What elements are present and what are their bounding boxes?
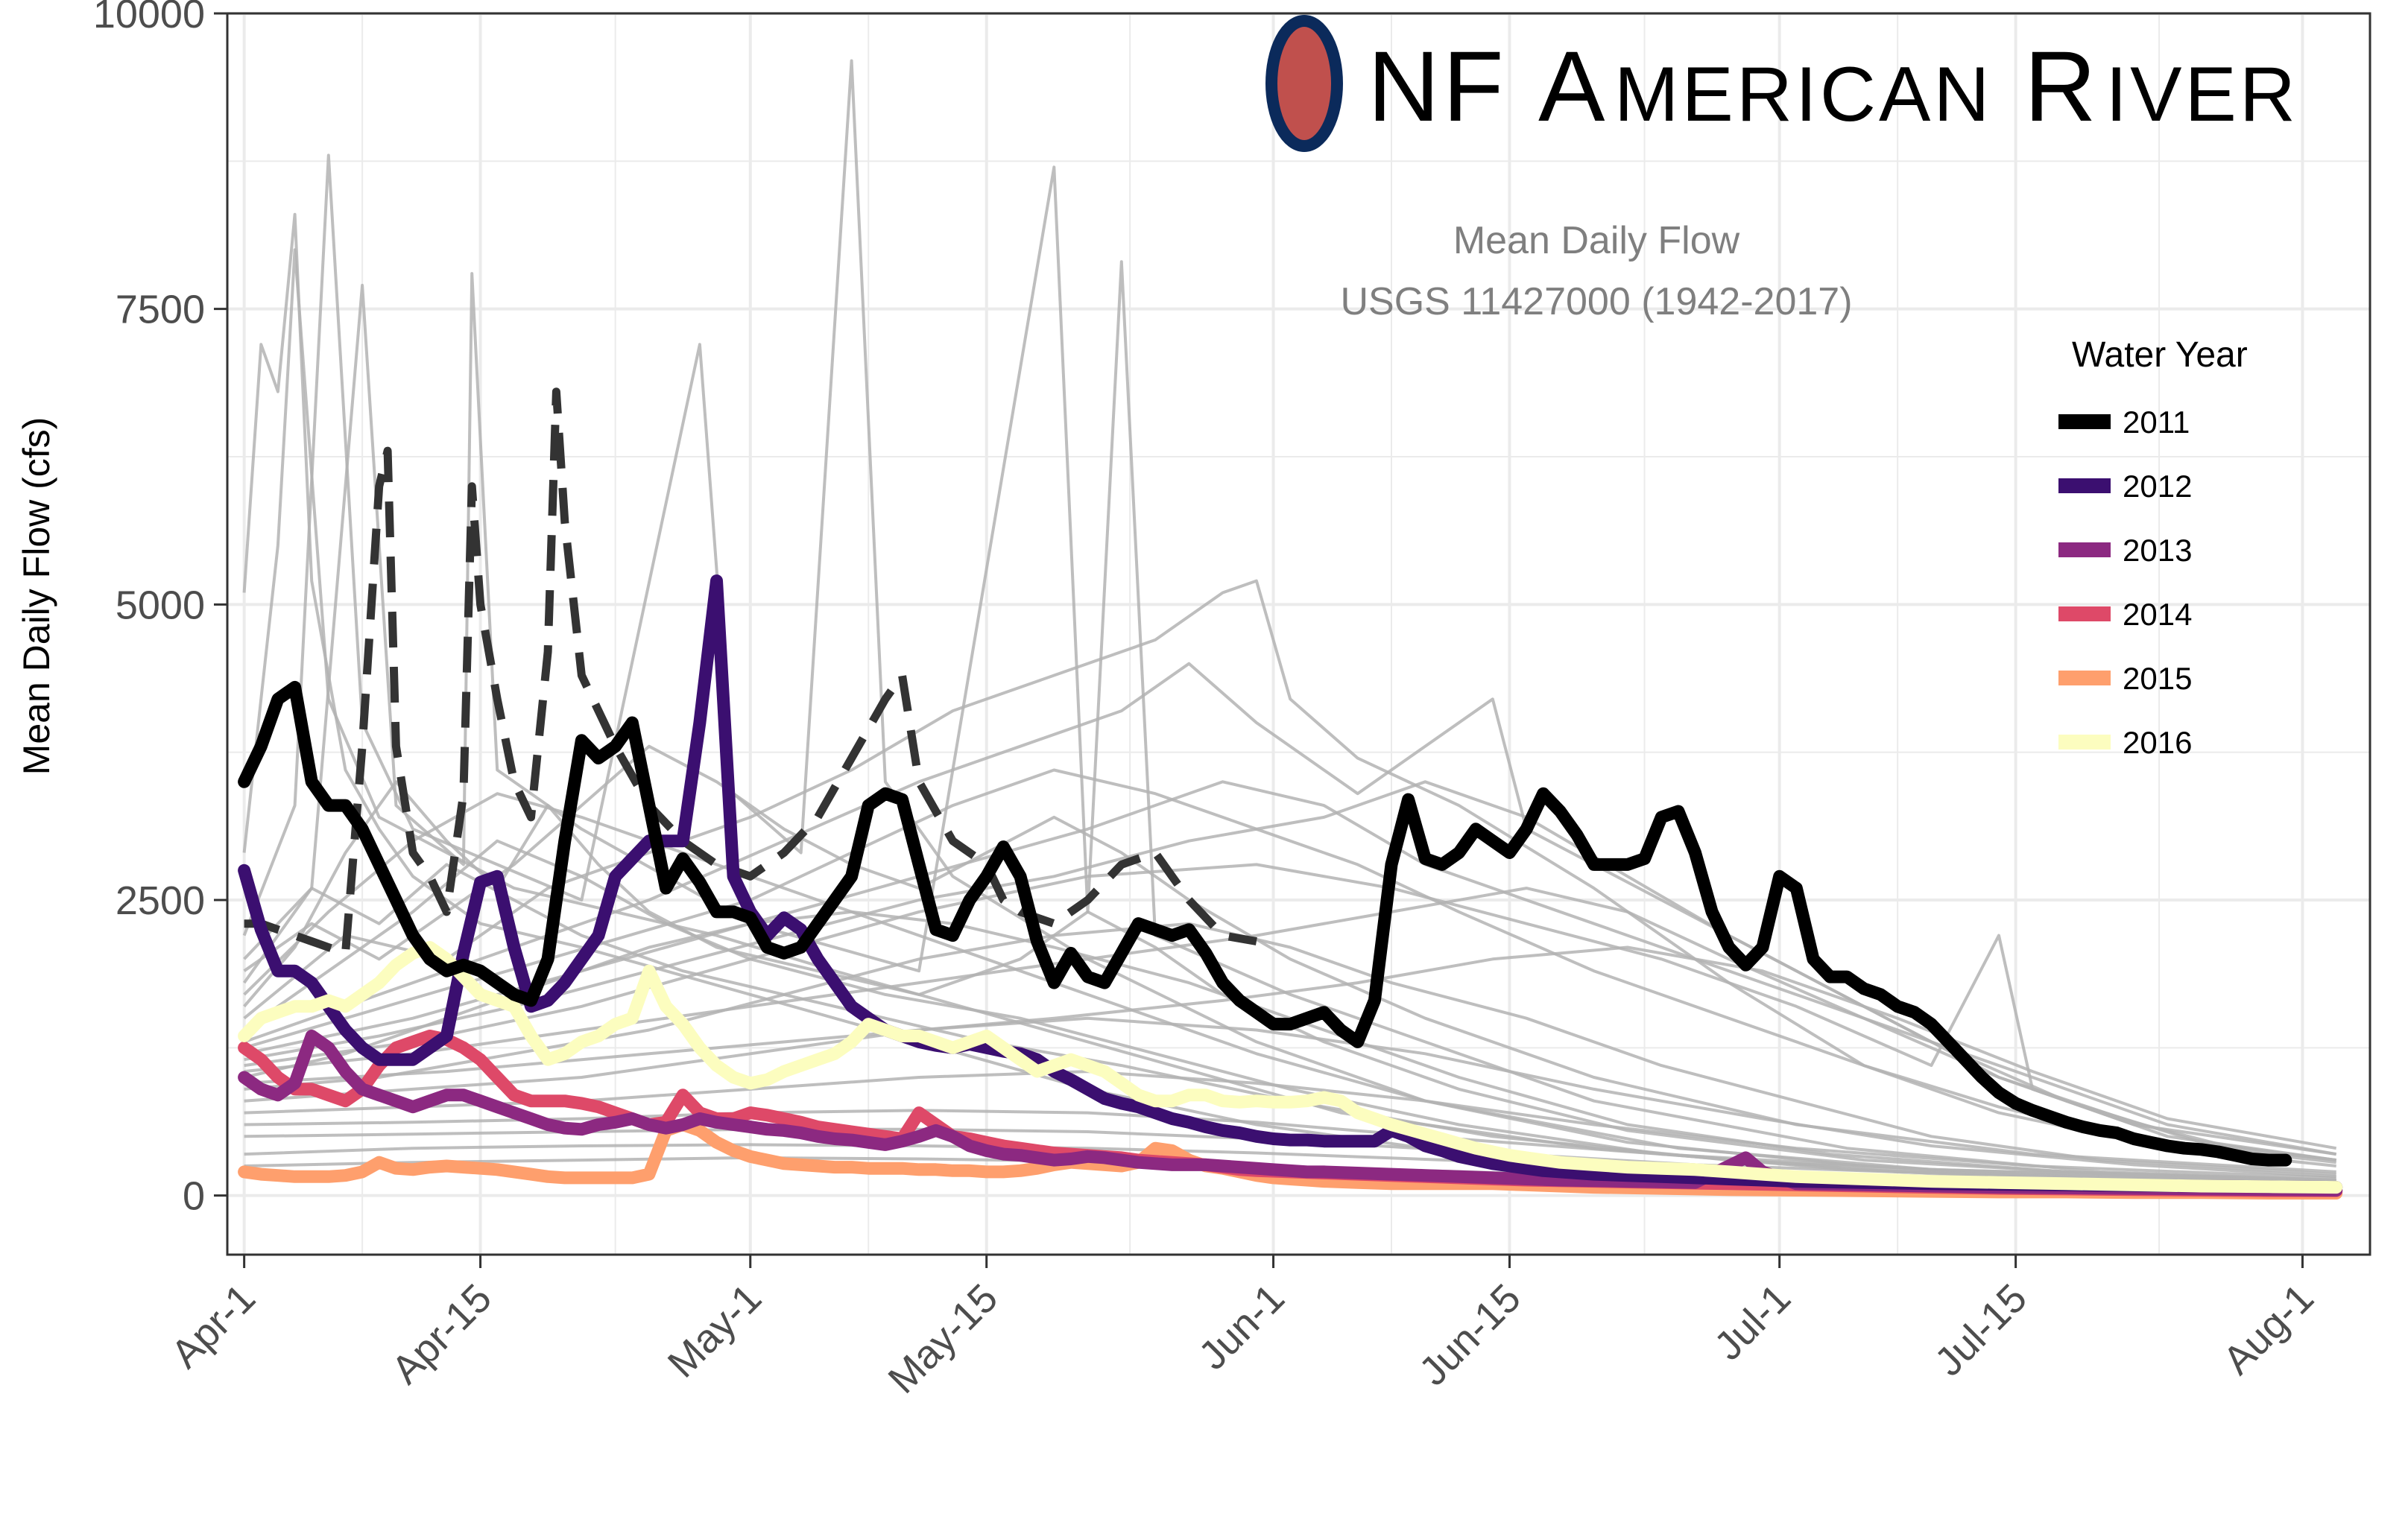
legend-label-2014: 2014 xyxy=(2123,597,2192,632)
historical-year-line xyxy=(244,887,2336,1162)
historical-year-line xyxy=(243,863,2336,1185)
historical-year-line xyxy=(243,792,2336,1185)
legend-label-2013: 2013 xyxy=(2123,533,2192,568)
historical-year-line xyxy=(244,1127,2336,1185)
y-axis-title: Mean Daily Flow (cfs) xyxy=(16,417,57,776)
chart-subtitle-line-2: USGS 11427000 (1942-2017) xyxy=(1340,280,1852,323)
legend-title: Water Year xyxy=(2072,335,2248,375)
historical-year-line xyxy=(242,165,2336,1182)
legend-label-2016: 2016 xyxy=(2123,725,2192,760)
historical-year-line xyxy=(244,1016,2336,1179)
brand-title-word-3-initial: R xyxy=(2024,31,2099,142)
chart-subtitle-line-1: Mean Daily Flow xyxy=(1453,219,1740,262)
y-tick-label: 5000 xyxy=(116,583,205,627)
panel-border xyxy=(226,12,2371,1256)
brand-title-word-2-initial: A xyxy=(1538,31,1608,142)
legend-label-2012: 2012 xyxy=(2123,469,2192,504)
series-line-2011 xyxy=(238,680,2292,1167)
legend: Water Year 2011 2012 2013 2014 2015 2016 xyxy=(2058,335,2248,760)
y-tick-label: 7500 xyxy=(116,288,205,332)
y-tick-label: 0 xyxy=(183,1174,205,1219)
brand-title-word-1: NF xyxy=(1368,31,1507,142)
series-line-2012 xyxy=(238,574,2343,1194)
logo-oval-icon xyxy=(1265,15,1343,152)
legend-items: 2011 2012 2013 2014 2015 2016 xyxy=(2058,405,2192,760)
historical-year-line xyxy=(243,780,2336,1185)
plot-lines xyxy=(238,59,2343,1200)
historical-year-line xyxy=(244,945,2337,1150)
brand-title-word-2-rest: MERICAN xyxy=(1614,51,1993,138)
y-tick-label: 10000 xyxy=(93,0,205,37)
historical-year-line xyxy=(244,780,2336,1156)
legend-label-2015: 2015 xyxy=(2123,661,2192,696)
brand-title-word-3-rest: IVER xyxy=(2105,51,2298,138)
series-line-2016 xyxy=(238,941,2343,1194)
brand-title: NF A MERICAN R IVER xyxy=(1368,31,2298,142)
y-tick-label: 2500 xyxy=(116,878,205,923)
brand-header: NF A MERICAN R IVER xyxy=(1265,15,2298,152)
historical-year-line xyxy=(244,863,2336,1162)
legend-label-2011: 2011 xyxy=(2123,405,2190,440)
